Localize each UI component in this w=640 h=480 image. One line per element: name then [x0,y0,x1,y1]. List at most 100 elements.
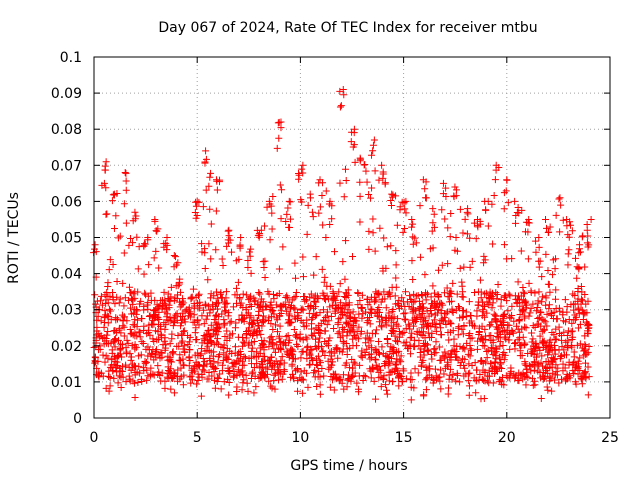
data-point [584,297,592,305]
data-point [202,315,210,323]
data-point-peak [369,141,377,149]
data-point [372,361,380,369]
data-point [130,362,138,370]
data-point [500,319,508,327]
data-point [134,316,142,324]
data-point [384,361,392,369]
data-point-peak [318,191,326,199]
data-point [231,343,239,351]
data-point [473,312,481,320]
data-point [319,221,327,229]
data-point [191,329,199,337]
data-point [376,224,384,232]
data-point [229,303,237,311]
data-point [191,362,199,370]
data-point [311,312,319,320]
axis-ticks: 0 5 10 15 20 25 0 0.01 0.02 0.03 0.04 0.05 0.06 0.07 0… [51,50,619,446]
data-point [217,343,225,351]
data-point-peak [191,209,199,217]
data-point [290,304,298,312]
data-point [393,355,401,363]
data-point-peak [163,241,171,249]
data-point [449,279,457,287]
data-point [536,308,544,316]
data-point [272,301,280,309]
data-point [149,335,157,343]
data-point [420,351,428,359]
data-point [119,316,127,324]
data-point-peak [557,201,565,209]
data-point [151,307,159,315]
data-point [347,138,355,146]
data-point [253,360,261,368]
data-point [480,394,488,402]
data-point [578,233,586,241]
data-point [177,319,185,327]
data-point [164,290,172,298]
data-point [485,366,493,374]
data-point [570,306,578,314]
data-point [488,200,496,208]
data-point [472,389,480,397]
data-point [315,209,323,217]
data-point [155,264,163,272]
data-point [320,372,328,380]
y-tick-label-10: 0.1 [60,50,82,66]
data-point [409,240,417,248]
data-point [344,376,352,384]
data-point-peak [408,215,416,223]
data-point [446,365,454,373]
data-point [399,298,407,306]
data-point [126,375,134,383]
data-point [276,322,284,330]
data-point-peak [112,212,120,220]
data-point [395,347,403,355]
data-point [361,351,369,359]
data-point [230,359,238,367]
data-point [567,341,575,349]
data-point [352,342,360,350]
data-point [401,315,409,323]
data-point-peak [275,134,283,142]
data-point [137,314,145,322]
data-point [345,327,353,335]
data-point [328,361,336,369]
data-point [544,266,552,274]
data-point [236,295,244,303]
x-tick-label-1: 5 [193,430,202,446]
data-point [307,346,315,354]
data-point-peak [452,186,460,194]
data-point [542,301,550,309]
data-point [338,304,346,312]
data-point [164,363,172,371]
data-point-peak [442,192,450,200]
data-point [289,370,297,378]
data-point [507,314,515,322]
data-point [288,318,296,326]
data-point [251,296,259,304]
data-point-peak [400,199,408,207]
data-point [545,301,553,309]
data-point [270,371,278,379]
y-tick-label-4: 0.04 [51,267,82,283]
data-point [149,345,157,353]
data-point-peak [192,202,200,210]
data-point-peak [170,252,178,260]
data-point [294,342,302,350]
data-point [574,287,582,295]
data-point [270,360,278,368]
data-point [267,298,275,306]
data-point [195,321,203,329]
data-point-peak [268,209,276,217]
data-point [207,348,215,356]
data-point [294,365,302,373]
data-point [134,288,142,296]
data-point-peak [379,174,387,182]
data-point-peak [564,231,572,239]
data-point [156,354,164,362]
data-point [342,176,350,184]
data-point-peak [151,217,159,225]
data-point [338,324,346,332]
data-point [107,307,115,315]
data-point [337,314,345,322]
